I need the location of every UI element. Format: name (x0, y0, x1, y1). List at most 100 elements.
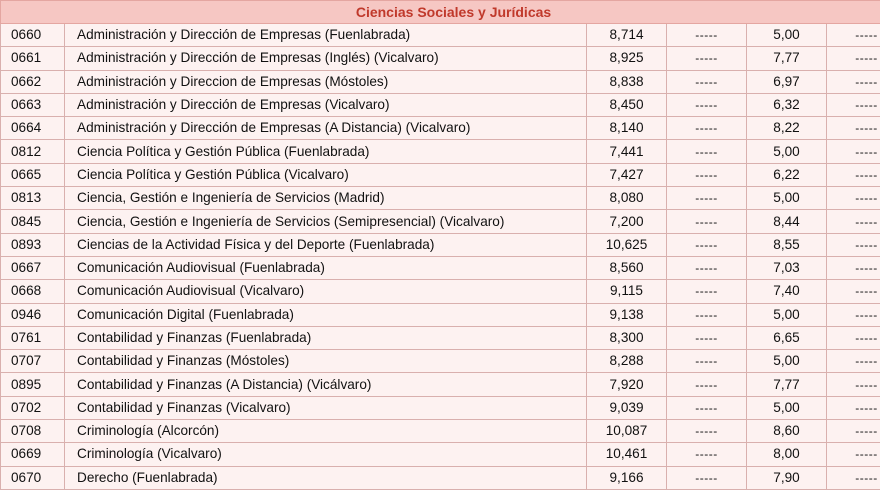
degree-name: Ciencia, Gestión e Ingeniería de Servici… (64, 209, 587, 234)
degree-name: Administración y Dirección de Empresas (… (64, 22, 587, 48)
empty-value-2: ----- (825, 232, 880, 257)
empty-value-1: ----- (666, 465, 747, 490)
cutoff-grade-1: 10,087 (586, 419, 667, 444)
degree-code: 0895 (0, 372, 65, 397)
empty-value-1: ----- (666, 139, 747, 164)
degree-code: 0702 (0, 395, 65, 421)
cutoff-grade-1: 10,625 (586, 232, 667, 257)
empty-value-1: ----- (666, 162, 747, 188)
empty-value-1: ----- (666, 325, 747, 351)
degree-code: 0812 (0, 139, 65, 164)
table-row: 0668 Comunicación Audiovisual (Vicalvaro)… (0, 279, 880, 304)
table-row: 0660 Administración y Dirección de Empres… (0, 22, 880, 48)
cutoff-grade-2: 5,00 (746, 186, 827, 211)
empty-value-1: ----- (666, 22, 747, 48)
degree-name: Criminología (Alcorcón) (64, 419, 587, 444)
empty-value-2: ----- (825, 209, 880, 234)
cutoff-grade-1: 7,200 (586, 209, 667, 234)
empty-value-1: ----- (666, 92, 747, 118)
table-row: 0667 Comunicación Audiovisual (Fuenlabrad… (0, 255, 880, 281)
cutoff-grade-1: 8,838 (586, 69, 667, 94)
cutoff-grade-2: 5,00 (746, 349, 827, 374)
cutoff-grade-1: 9,039 (586, 395, 667, 421)
empty-value-2: ----- (825, 255, 880, 281)
empty-value-2: ----- (825, 419, 880, 444)
degree-name: Contabilidad y Finanzas (Vicalvaro) (64, 395, 587, 421)
empty-value-2: ----- (825, 69, 880, 94)
degree-name: Comunicación Audiovisual (Vicalvaro) (64, 279, 587, 304)
degree-name: Administración y Dirección de Empresas (… (64, 116, 587, 141)
degree-name: Contabilidad y Finanzas (Fuenlabrada) (64, 325, 587, 351)
section-header-row: Ciencias Sociales y Jurídicas (0, 0, 880, 24)
degree-code: 0667 (0, 255, 65, 281)
degree-name: Administración y Dirección de Empresas (… (64, 92, 587, 118)
table-row: 0845 Ciencia, Gestión e Ingeniería de Ser… (0, 209, 880, 234)
table-row: 0670 Derecho (Fuenlabrada) 9,166 ----- 7,90-… (0, 465, 880, 490)
degree-code: 0707 (0, 349, 65, 374)
empty-value-1: ----- (666, 419, 747, 444)
table-row: 0895 Contabilidad y Finanzas (A Distancia… (0, 372, 880, 397)
degree-name: Administración y Direccion de Empresas (… (64, 69, 587, 94)
empty-value-1: ----- (666, 46, 747, 71)
cutoff-grade-2: 6,32 (746, 92, 827, 118)
empty-value-1: ----- (666, 395, 747, 421)
degree-name: Contabilidad y Finanzas (Móstoles) (64, 349, 587, 374)
empty-value-2: ----- (825, 302, 880, 327)
cutoff-grade-2: 8,44 (746, 209, 827, 234)
degree-code: 0708 (0, 419, 65, 444)
cutoff-grade-1: 8,288 (586, 349, 667, 374)
cutoff-grade-1: 10,461 (586, 442, 667, 467)
empty-value-1: ----- (666, 302, 747, 327)
empty-value-2: ----- (825, 442, 880, 467)
table-row: 0662 Administración y Direccion de Empres… (0, 69, 880, 94)
empty-value-1: ----- (666, 255, 747, 281)
cutoff-grade-1: 8,300 (586, 325, 667, 351)
cutoff-grade-2: 6,97 (746, 69, 827, 94)
cutoff-grade-1: 9,115 (586, 279, 667, 304)
cutoff-grade-1: 8,080 (586, 186, 667, 211)
degree-code: 0664 (0, 116, 65, 141)
cutoff-grade-1: 8,560 (586, 255, 667, 281)
empty-value-1: ----- (666, 442, 747, 467)
cutoff-grade-1: 7,441 (586, 139, 667, 164)
empty-value-2: ----- (825, 186, 880, 211)
cutoff-grade-1: 9,138 (586, 302, 667, 327)
empty-value-1: ----- (666, 279, 747, 304)
cutoff-grade-2: 8,55 (746, 232, 827, 257)
table-row: 0812 Ciencia Política y Gestión Pública (… (0, 139, 880, 164)
degree-code: 0845 (0, 209, 65, 234)
table-row: 0669 Criminología (Vicalvaro) 10,461 ----- 8… (0, 442, 880, 467)
empty-value-2: ----- (825, 465, 880, 490)
empty-value-1: ----- (666, 372, 747, 397)
degree-code: 0813 (0, 186, 65, 211)
cutoff-grade-1: 8,450 (586, 92, 667, 118)
table-row: 0661 Administración y Dirección de Empres… (0, 46, 880, 71)
empty-value-2: ----- (825, 139, 880, 164)
table-row: 0702 Contabilidad y Finanzas (Vicalvaro) 9… (0, 395, 880, 421)
empty-value-1: ----- (666, 116, 747, 141)
table-row: 0761 Contabilidad y Finanzas (Fuenlabrada… (0, 325, 880, 351)
cutoff-grade-2: 6,22 (746, 162, 827, 188)
empty-value-2: ----- (825, 279, 880, 304)
degree-name: Comunicación Digital (Fuenlabrada) (64, 302, 587, 327)
cutoff-grade-1: 9,166 (586, 465, 667, 490)
cutoff-grade-2: 7,90 (746, 465, 827, 490)
table-row: 0707 Contabilidad y Finanzas (Móstoles) 8,… (0, 349, 880, 374)
empty-value-2: ----- (825, 395, 880, 421)
cutoff-grade-2: 7,03 (746, 255, 827, 281)
table-row: 0663 Administración y Dirección de Empres… (0, 92, 880, 118)
cutoff-grade-2: 5,00 (746, 395, 827, 421)
degree-name: Contabilidad y Finanzas (A Distancia) (V… (64, 372, 587, 397)
empty-value-1: ----- (666, 186, 747, 211)
degree-name: Ciencia Política y Gestión Pública (Fuen… (64, 139, 587, 164)
cutoff-grade-2: 8,22 (746, 116, 827, 141)
empty-value-2: ----- (825, 349, 880, 374)
degree-code: 0660 (0, 22, 65, 48)
degree-code: 0661 (0, 46, 65, 71)
empty-value-1: ----- (666, 69, 747, 94)
empty-value-1: ----- (666, 349, 747, 374)
degree-name: Ciencia, Gestión e Ingeniería de Servici… (64, 186, 587, 211)
empty-value-2: ----- (825, 325, 880, 351)
